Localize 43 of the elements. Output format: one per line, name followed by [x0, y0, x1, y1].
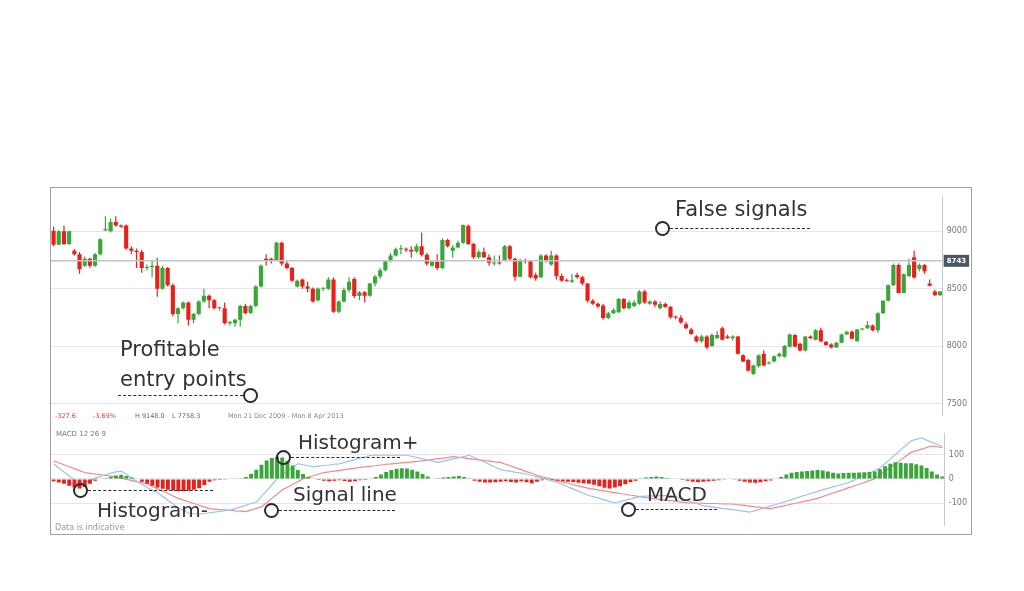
- annotation: Profitable entry points: [120, 336, 248, 394]
- bar: [576, 479, 581, 483]
- candlestick: [186, 300, 191, 327]
- bar: [207, 479, 212, 482]
- candlestick: [160, 265, 165, 291]
- annotation: Histogram-: [97, 498, 208, 522]
- annotation: MACD: [647, 482, 707, 506]
- candlestick: [51, 226, 56, 247]
- candlestick: [253, 284, 258, 308]
- candlestick: [554, 253, 559, 281]
- candlestick: [155, 257, 160, 298]
- candlestick: [766, 360, 772, 366]
- annotation: Signal line: [293, 482, 397, 506]
- candlestick: [61, 224, 67, 246]
- candlestick: [352, 276, 357, 299]
- y-tick-label: 7500: [946, 398, 967, 408]
- candlestick: [404, 246, 409, 253]
- candlestick: [569, 273, 575, 284]
- candlestick: [585, 282, 590, 304]
- candlestick: [258, 264, 264, 289]
- y-tick-label: 8000: [946, 341, 967, 351]
- y-tick-label: 100: [948, 449, 965, 459]
- candlestick: [466, 223, 471, 246]
- candlestick: [222, 301, 227, 325]
- bar: [498, 479, 503, 482]
- candlestick: [481, 246, 486, 259]
- candlestick: [134, 247, 139, 269]
- annotation: Data is indicative: [55, 523, 125, 532]
- candlestick: [875, 311, 880, 334]
- candlestick: [398, 244, 403, 255]
- candlestick: [165, 266, 170, 288]
- y-tick-label: 9000: [946, 226, 967, 236]
- candlestick: [891, 262, 896, 287]
- candlestick: [461, 223, 466, 245]
- candlestick: [238, 304, 243, 328]
- candlestick: [175, 306, 181, 324]
- y-tick-label: 0: [948, 473, 954, 483]
- annotation: Histogram+: [298, 430, 419, 454]
- y-tick-label: -100: [948, 498, 967, 508]
- annotation: False signals: [675, 197, 808, 221]
- y-tick-label: 8500: [946, 283, 967, 293]
- candlestick: [419, 231, 424, 258]
- candlestick: [735, 335, 740, 356]
